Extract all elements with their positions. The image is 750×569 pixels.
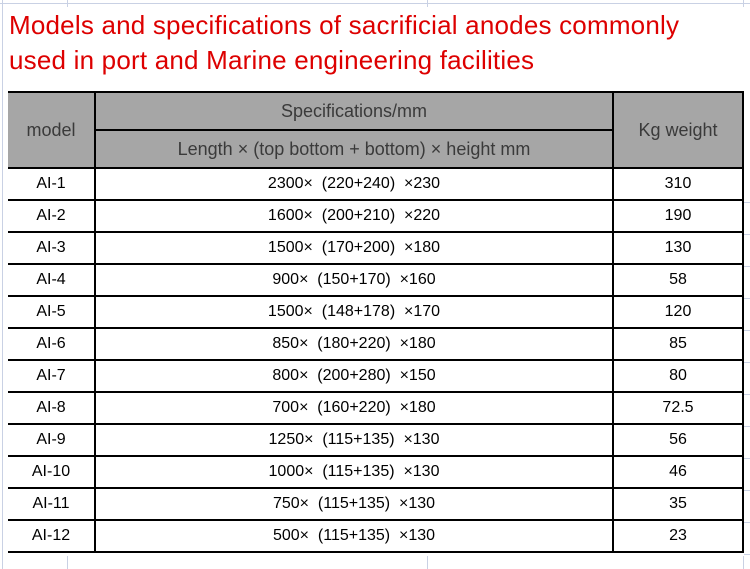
gridline-ticks: [744, 171, 750, 556]
weight-cell: 190: [612, 199, 744, 233]
model-cell: AI-3: [8, 231, 96, 265]
model-cell: AI-11: [8, 487, 96, 521]
weight-cell: 58: [612, 263, 744, 297]
gridline: [743, 0, 744, 7]
weight-cell: 23: [612, 519, 744, 553]
spec-cell: 1500× (170+200) ×180: [94, 231, 614, 265]
page-title: Models and specifications of sacrificial…: [9, 8, 744, 78]
spec-cell: 500× (115+135) ×130: [94, 519, 614, 553]
table-row: AI-1 2300× (220+240) ×230 310: [8, 167, 744, 201]
page-title-line1: Models and specifications of sacrificial…: [9, 10, 680, 40]
column-header-specifications: Specifications/mm: [94, 91, 614, 131]
model-cell: AI-12: [8, 519, 96, 553]
model-cell: AI-5: [8, 295, 96, 329]
spec-cell: 2300× (220+240) ×230: [94, 167, 614, 201]
model-cell: AI-7: [8, 359, 96, 393]
gridline: [427, 0, 428, 7]
page-title-line2: used in port and Marine engineering faci…: [9, 45, 535, 75]
table-row: AI-5 1500× (148+178) ×170 120: [8, 295, 744, 329]
spec-cell: 1600× (200+210) ×220: [94, 199, 614, 233]
table-row: AI-4 900× (150+170) ×160 58: [8, 263, 744, 297]
table-row: AI-10 1000× (115+135) ×130 46: [8, 455, 744, 489]
anode-spec-table: model Specifications/mm Kg weight Length…: [8, 91, 744, 553]
table-row: AI-12 500× (115+135) ×130 23: [8, 519, 744, 553]
gridline: [743, 556, 744, 569]
spec-cell: 800× (200+280) ×150: [94, 359, 614, 393]
weight-cell: 130: [612, 231, 744, 265]
weight-cell: 80: [612, 359, 744, 393]
column-header-model: model: [8, 91, 96, 169]
gridline: [67, 0, 68, 7]
table-row: AI-7 800× (200+280) ×150 80: [8, 359, 744, 393]
table-row: AI-8 700× (160+220) ×180 72.5: [8, 391, 744, 425]
table-row: AI-6 850× (180+220) ×180 85: [8, 327, 744, 361]
model-cell: AI-8: [8, 391, 96, 425]
weight-cell: 46: [612, 455, 744, 489]
gridline: [67, 556, 68, 569]
model-cell: AI-1: [8, 167, 96, 201]
weight-cell: 85: [612, 327, 744, 361]
weight-cell: 120: [612, 295, 744, 329]
model-cell: AI-9: [8, 423, 96, 457]
spec-cell: 850× (180+220) ×180: [94, 327, 614, 361]
model-cell: AI-10: [8, 455, 96, 489]
model-cell: AI-4: [8, 263, 96, 297]
column-header-weight: Kg weight: [612, 91, 744, 169]
table-row: AI-9 1250× (115+135) ×130 56: [8, 423, 744, 457]
weight-cell: 35: [612, 487, 744, 521]
spec-cell: 1000× (115+135) ×130: [94, 455, 614, 489]
spec-cell: 1250× (115+135) ×130: [94, 423, 614, 457]
gridline: [0, 3, 750, 4]
model-cell: AI-2: [8, 199, 96, 233]
table-row: AI-3 1500× (170+200) ×180 130: [8, 231, 744, 265]
spec-cell: 1500× (148+178) ×170: [94, 295, 614, 329]
weight-cell: 72.5: [612, 391, 744, 425]
spec-cell: 900× (150+170) ×160: [94, 263, 614, 297]
table-row: AI-2 1600× (200+210) ×220 190: [8, 199, 744, 233]
spec-cell: 700× (160+220) ×180: [94, 391, 614, 425]
header-row-2: Length × (top bottom + bottom) × height …: [8, 129, 743, 169]
table-row: AI-11 750× (115+135) ×130 35: [8, 487, 744, 521]
weight-cell: 310: [612, 167, 744, 201]
gridline: [2, 0, 3, 569]
header-row-1: model Specifications/mm Kg weight: [8, 91, 744, 169]
gridline: [427, 556, 428, 569]
column-header-spec-detail: Length × (top bottom + bottom) × height …: [95, 129, 614, 169]
spec-cell: 750× (115+135) ×130: [94, 487, 614, 521]
weight-cell: 56: [612, 423, 744, 457]
model-cell: AI-6: [8, 327, 96, 361]
